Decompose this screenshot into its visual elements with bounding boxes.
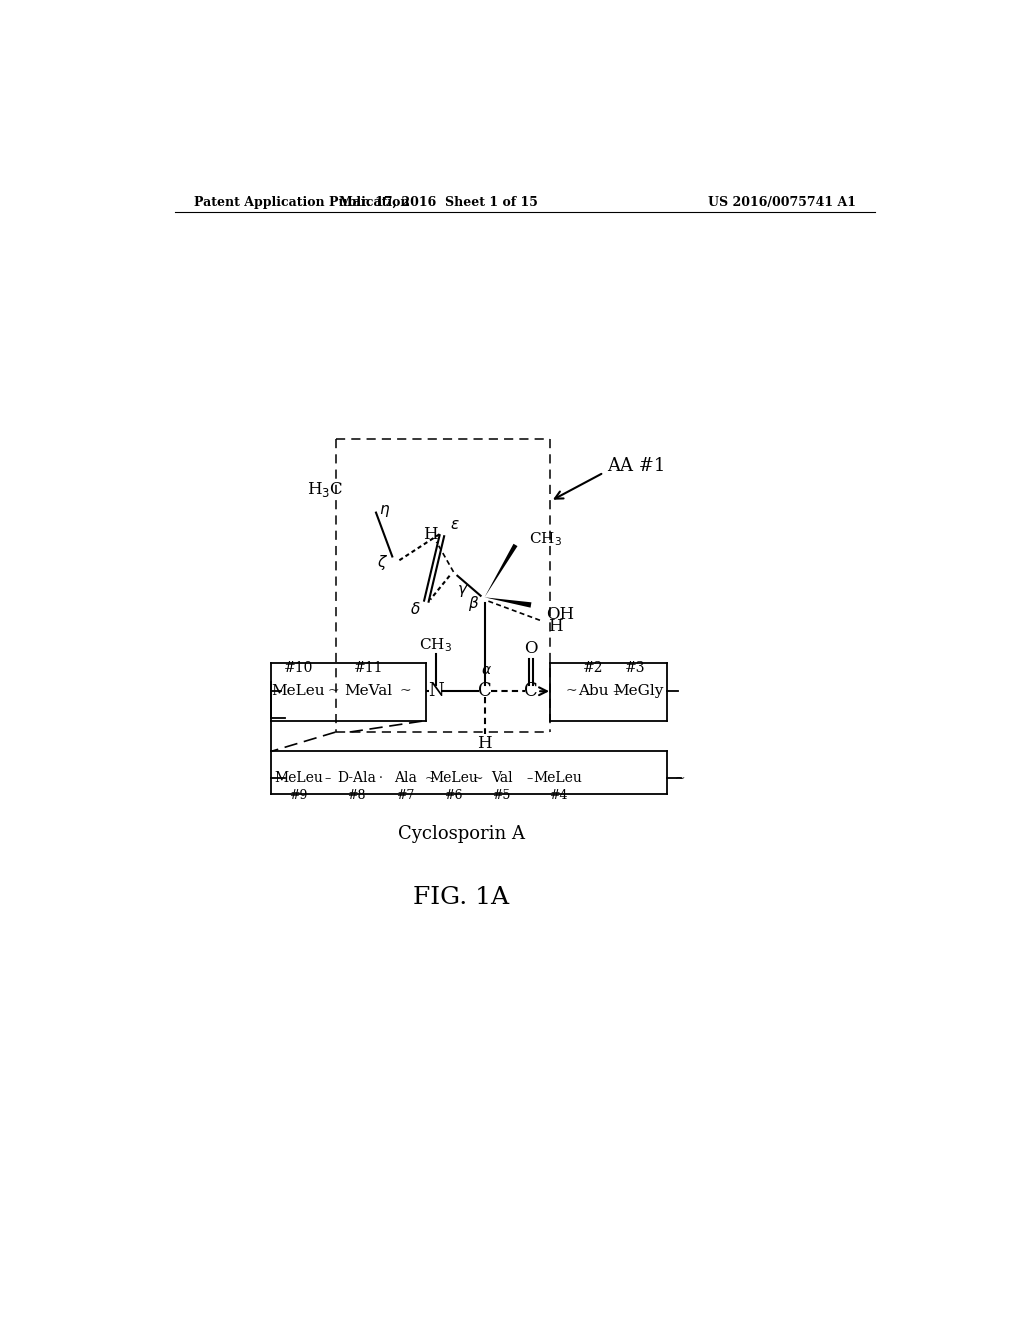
Text: ~: ~ bbox=[565, 684, 578, 698]
Text: Patent Application Publication: Patent Application Publication bbox=[194, 195, 410, 209]
Text: ~: ~ bbox=[328, 684, 339, 698]
Text: ~: ~ bbox=[399, 684, 412, 698]
Text: ~: ~ bbox=[472, 772, 482, 785]
Text: Val: Val bbox=[490, 771, 512, 785]
Text: #7: #7 bbox=[396, 788, 415, 801]
Text: MeVal: MeVal bbox=[344, 684, 392, 698]
Text: #6: #6 bbox=[444, 788, 463, 801]
Text: US 2016/0075741 A1: US 2016/0075741 A1 bbox=[709, 195, 856, 209]
Text: MeLeu: MeLeu bbox=[429, 771, 478, 785]
Text: MeLeu: MeLeu bbox=[271, 684, 326, 698]
Text: MeLeu: MeLeu bbox=[274, 771, 323, 785]
Text: ~: ~ bbox=[424, 772, 435, 785]
Text: #10: #10 bbox=[284, 661, 313, 675]
Text: #3: #3 bbox=[626, 661, 646, 675]
Text: H: H bbox=[477, 735, 492, 752]
Text: –: – bbox=[324, 772, 331, 785]
Text: $\eta$: $\eta$ bbox=[379, 503, 390, 519]
Text: #8: #8 bbox=[347, 788, 366, 801]
Text: Cyclosporin A: Cyclosporin A bbox=[397, 825, 524, 843]
Text: $\varepsilon$: $\varepsilon$ bbox=[450, 517, 460, 532]
Text: N: N bbox=[428, 682, 443, 700]
Text: MeLeu: MeLeu bbox=[534, 771, 583, 785]
Text: H$_3$C: H$_3$C bbox=[307, 480, 343, 499]
Text: C: C bbox=[477, 682, 492, 700]
Text: C: C bbox=[524, 682, 538, 700]
Text: FIG. 1A: FIG. 1A bbox=[414, 886, 509, 909]
Text: O: O bbox=[524, 640, 538, 656]
Text: $\beta$: $\beta$ bbox=[468, 594, 479, 612]
Text: #4: #4 bbox=[549, 788, 567, 801]
Text: CH$_3$: CH$_3$ bbox=[529, 531, 562, 548]
Text: $\gamma$: $\gamma$ bbox=[458, 583, 469, 599]
Text: H: H bbox=[548, 618, 562, 635]
Text: #9: #9 bbox=[290, 788, 307, 801]
Text: D-Ala: D-Ala bbox=[337, 771, 376, 785]
Text: #2: #2 bbox=[583, 661, 603, 675]
Text: CH$_3$: CH$_3$ bbox=[419, 636, 453, 653]
Text: #11: #11 bbox=[353, 661, 383, 675]
Text: Mar. 17, 2016  Sheet 1 of 15: Mar. 17, 2016 Sheet 1 of 15 bbox=[339, 195, 538, 209]
Text: –: – bbox=[612, 684, 621, 698]
Text: –: – bbox=[526, 772, 532, 785]
Text: Ala: Ala bbox=[394, 771, 417, 785]
Polygon shape bbox=[484, 544, 517, 597]
Text: Abu: Abu bbox=[578, 684, 608, 698]
Text: $\alpha$: $\alpha$ bbox=[481, 664, 493, 677]
Text: #5: #5 bbox=[493, 788, 511, 801]
Text: H: H bbox=[423, 525, 437, 543]
Text: $\zeta$: $\zeta$ bbox=[377, 553, 388, 572]
Polygon shape bbox=[484, 597, 531, 607]
Text: OH: OH bbox=[547, 606, 574, 623]
Text: $\delta$: $\delta$ bbox=[410, 601, 420, 616]
Text: ·: · bbox=[379, 772, 383, 785]
Text: ~: ~ bbox=[675, 772, 685, 785]
Text: MeGly: MeGly bbox=[612, 684, 664, 698]
Text: AA #1: AA #1 bbox=[607, 458, 666, 475]
